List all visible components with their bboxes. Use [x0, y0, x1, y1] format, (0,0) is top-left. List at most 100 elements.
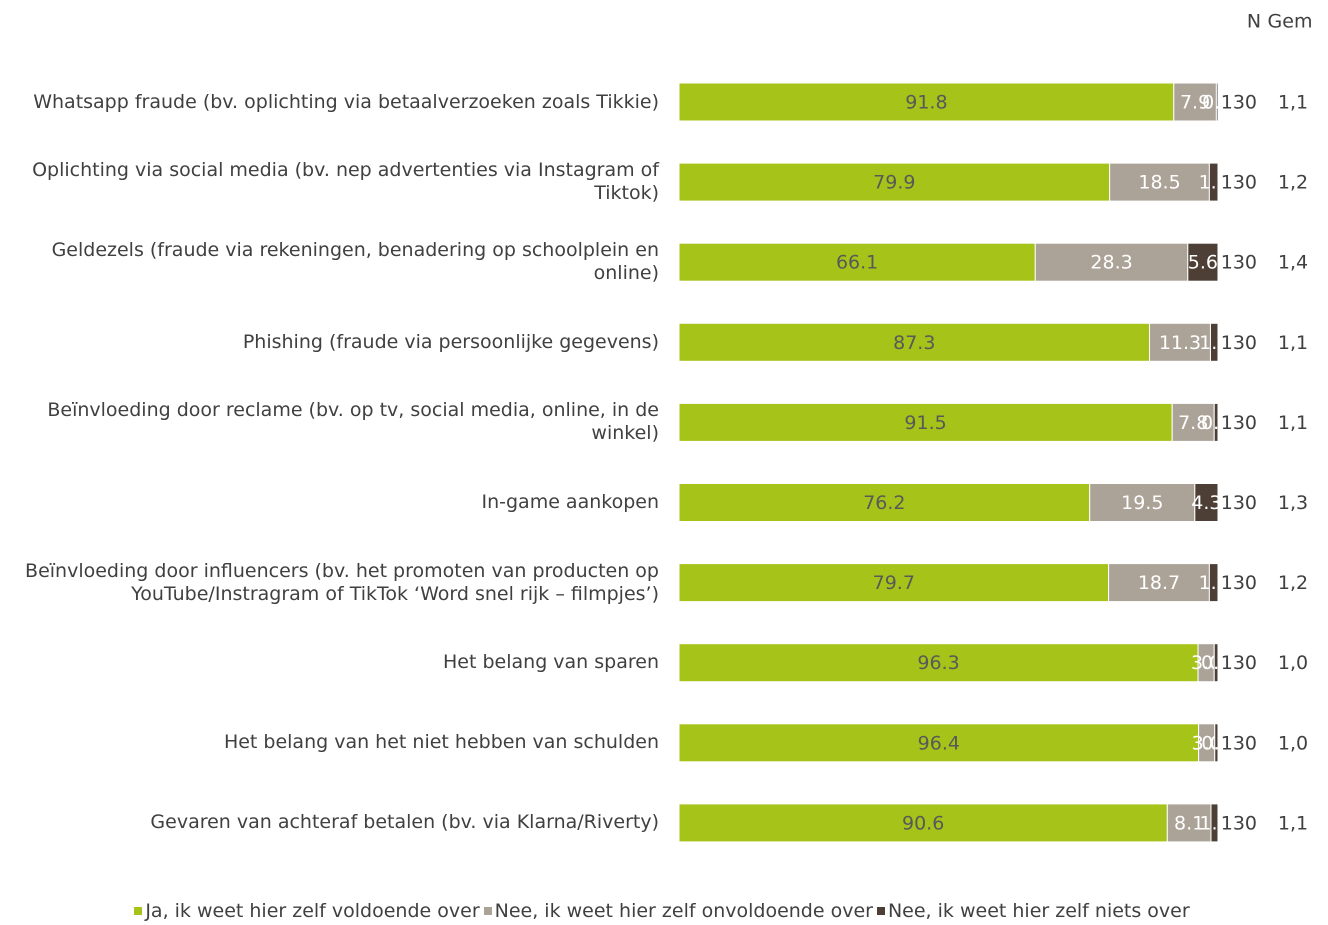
segment-label: 96.3 [917, 652, 959, 674]
n-value: 130 [1221, 732, 1257, 754]
gem-value: 1,0 [1278, 732, 1308, 754]
category-label: Phishing (fraude via persoonlijke gegeve… [242, 330, 659, 353]
segment-label: 18.5 [1138, 172, 1180, 194]
segment-label: 79.9 [873, 172, 915, 194]
segment-label: 90.6 [902, 812, 944, 834]
legend-item: Nee, ik weet hier zelf onvoldoende over [483, 900, 873, 922]
segment-label: 5.6 [1188, 252, 1218, 274]
segment-label: 0.3 [1202, 92, 1232, 114]
legend-item: Nee, ik weet hier zelf niets over [876, 900, 1190, 922]
category-label: Oplichting via social media (bv. nep adv… [32, 159, 659, 205]
bar-segment [1215, 82, 1219, 122]
category-label: In-game aankopen [481, 491, 659, 513]
gem-value: 1,2 [1278, 172, 1308, 194]
n-value: 130 [1221, 332, 1257, 354]
category-label: Het belang van sparen [443, 651, 659, 674]
bar-segment [1187, 242, 1219, 282]
segment-label: 3.0 [1192, 732, 1222, 754]
legend-label: Nee, ik weet hier zelf niets over [887, 900, 1190, 922]
segment-label: 76.2 [863, 492, 905, 514]
segment-label: 79.7 [873, 572, 915, 594]
bar-segment [678, 803, 1168, 843]
bar-segment [1166, 803, 1212, 843]
bar-segment [1210, 803, 1219, 843]
bar-segment [678, 643, 1199, 683]
segment-label: 0.7 [1201, 652, 1231, 674]
gem-value: 1,4 [1278, 252, 1308, 274]
bar-segment [1213, 402, 1219, 442]
bar-segment [1208, 563, 1219, 603]
n-value: 130 [1221, 412, 1257, 434]
legend-label: Nee, ik weet hier zelf onvoldoende over [494, 900, 873, 922]
legend-label: Ja, ik weet hier zelf voldoende over [145, 900, 480, 922]
segment-label: 28.3 [1090, 252, 1132, 274]
gem-header: Gem [1268, 11, 1313, 33]
n-value: 130 [1221, 492, 1257, 514]
bar-segment [1214, 723, 1219, 763]
gem-value: 1,1 [1278, 812, 1308, 834]
segment-label: 19.5 [1121, 492, 1163, 514]
gem-value: 1,1 [1278, 412, 1308, 434]
segment-label: 96.4 [918, 732, 960, 754]
bar-segment [678, 483, 1091, 522]
legend-item: Ja, ik weet hier zelf voldoende over [134, 900, 480, 922]
bar-segment [678, 563, 1110, 603]
n-value: 130 [1221, 252, 1257, 274]
bar-segment [678, 402, 1173, 442]
n-header: N [1247, 11, 1261, 33]
bar-segment [1108, 563, 1210, 603]
segment-label: 1.4 [1199, 332, 1229, 354]
bar-segment [678, 322, 1151, 362]
gem-value: 1,2 [1278, 572, 1308, 594]
gem-value: 1,0 [1278, 652, 1308, 674]
bar-segment [1171, 402, 1215, 442]
category-label: Het belang van het niet hebben van schul… [223, 731, 659, 754]
segment-label: 91.5 [904, 412, 946, 434]
segment-label: 7.8 [1178, 412, 1208, 434]
legend-swatch [483, 907, 492, 915]
segment-label: 18.7 [1138, 572, 1180, 594]
n-value: 130 [1221, 92, 1257, 114]
legend-swatch [134, 907, 143, 915]
bar-segment [678, 242, 1036, 282]
gem-value: 1,3 [1278, 492, 1308, 514]
category-label: Whatsapp fraude (bv. oplichting via beta… [33, 90, 659, 113]
segment-label: 66.1 [836, 252, 878, 274]
bar-segment [1149, 322, 1211, 362]
segment-label: 11.3 [1159, 332, 1201, 354]
segment-label: 4.3 [1191, 492, 1221, 514]
bar-segment [678, 82, 1175, 122]
gem-value: 1,1 [1278, 332, 1308, 354]
n-value: 130 [1221, 572, 1257, 594]
segment-label: 3.0 [1191, 652, 1221, 674]
category-label: Beïnvloeding door reclame (bv. op tv, so… [47, 399, 659, 445]
bar-segment [1209, 322, 1219, 362]
segment-label: 1.6 [1199, 572, 1229, 594]
bar-segment [678, 162, 1111, 202]
bar-segment [1213, 643, 1219, 683]
n-value: 130 [1221, 812, 1257, 834]
n-value: 130 [1221, 172, 1257, 194]
segment-label: 0.6 [1201, 732, 1231, 754]
segment-label: 91.8 [905, 92, 947, 114]
category-label: Geldezels (fraude via rekeningen, benade… [51, 239, 659, 285]
bar-segment [1089, 483, 1196, 522]
bar-segment [678, 723, 1200, 763]
segment-label: 1.3 [1199, 812, 1229, 834]
bar-segment [1208, 162, 1219, 202]
legend: Ja, ik weet hier zelf voldoende over Nee,… [0, 900, 1328, 922]
segment-label: 1.6 [1199, 172, 1229, 194]
segment-label: 7.9 [1180, 92, 1210, 114]
bar-segment [1173, 82, 1217, 122]
category-label: Beïnvloeding door influencers (bv. het p… [25, 559, 659, 605]
gem-value: 1,1 [1278, 92, 1308, 114]
n-value: 130 [1221, 652, 1257, 674]
segment-label: 0.7 [1201, 412, 1231, 434]
bar-segment [1194, 483, 1219, 522]
segment-label: 8.1 [1174, 812, 1204, 834]
category-label: Gevaren van achteraf betalen (bv. via Kl… [150, 811, 659, 834]
segment-label: 87.3 [893, 332, 935, 354]
legend-swatch [876, 907, 885, 915]
